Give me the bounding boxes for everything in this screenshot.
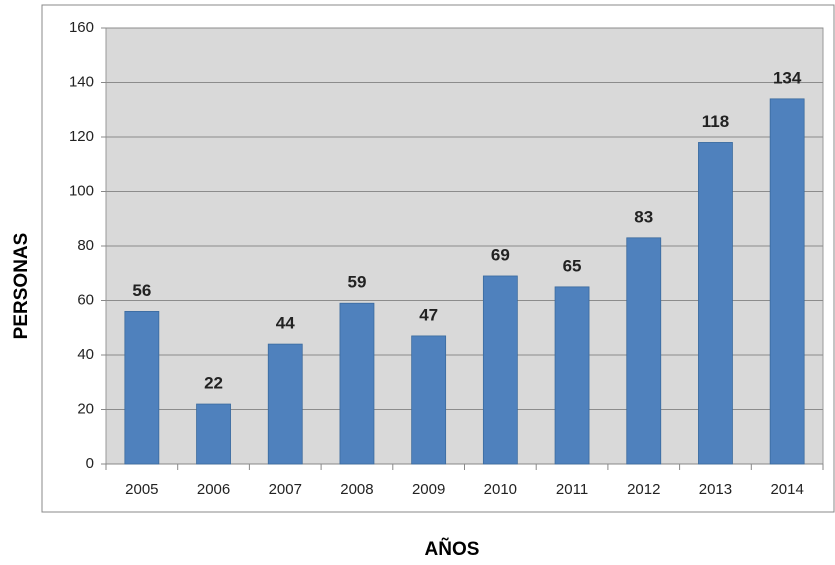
bar <box>626 237 662 465</box>
value-label: 65 <box>563 256 582 275</box>
x-axis-label: AÑOS <box>425 538 480 560</box>
y-tick-label: 140 <box>69 73 94 90</box>
bar <box>769 98 805 465</box>
bar <box>411 335 447 465</box>
bar <box>339 302 375 465</box>
y-tick-label: 20 <box>77 400 94 417</box>
y-tick-label: 60 <box>77 291 94 308</box>
bar <box>196 403 231 465</box>
value-label: 44 <box>276 314 295 333</box>
y-tick-label: 0 <box>86 455 94 472</box>
value-label: 47 <box>419 305 438 324</box>
x-tick-label: 2010 <box>484 481 517 498</box>
x-tick-label: 2014 <box>770 481 803 498</box>
y-tick-label: 80 <box>77 237 94 254</box>
bar <box>267 343 303 465</box>
value-label: 22 <box>204 374 223 393</box>
y-tick-label: 40 <box>77 346 94 363</box>
value-label: 118 <box>702 112 729 131</box>
value-label: 134 <box>773 68 802 87</box>
value-label: 69 <box>491 245 510 264</box>
x-tick-label: 2011 <box>556 481 588 498</box>
x-tick-label: 2005 <box>125 481 158 498</box>
y-axis-label: PERSONAS <box>11 233 32 340</box>
bar <box>698 142 733 465</box>
x-tick-label: 2013 <box>699 481 732 498</box>
y-tick-label: 120 <box>69 128 94 145</box>
y-tick-label: 160 <box>69 19 94 36</box>
x-tick-label: 2012 <box>627 481 660 498</box>
bar <box>482 275 518 465</box>
bar <box>554 286 590 465</box>
x-tick-label: 2006 <box>197 481 230 498</box>
bar <box>124 310 160 465</box>
value-label: 59 <box>347 273 366 292</box>
y-tick-label: 100 <box>69 182 94 199</box>
x-tick-label: 2008 <box>340 481 373 498</box>
x-tick-label: 2009 <box>412 481 445 498</box>
value-label: 56 <box>132 281 151 300</box>
x-tick-label: 2007 <box>269 481 302 498</box>
value-label: 83 <box>634 207 653 226</box>
